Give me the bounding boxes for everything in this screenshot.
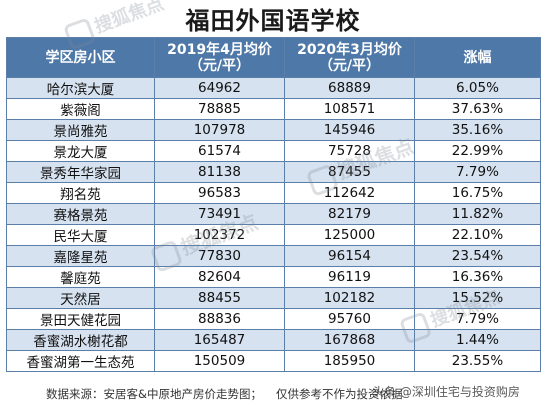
cell-community: 景龙大厦 (6, 140, 155, 162)
cell-increase: 35.16% (414, 119, 541, 141)
table-row: 香蜜湖水榭花都 165487 167868 1.44% (6, 329, 541, 351)
data-source: 数据来源：安居客&中原地产房价走势图； (46, 387, 262, 401)
cell-price-2020: 68889 (284, 77, 415, 99)
cell-increase: 6.05% (414, 77, 541, 99)
cell-price-2020: 96154 (284, 245, 415, 267)
cell-price-2019: 102372 (154, 224, 285, 246)
cell-increase: 22.99% (414, 140, 541, 162)
cell-community: 香蜜湖第一生态苑 (6, 350, 155, 372)
cell-price-2020: 102182 (284, 287, 415, 309)
table-row: 翔名苑 96583 112642 16.75% (6, 182, 541, 204)
cell-community: 景田天健花园 (6, 308, 155, 330)
cell-community: 景秀年华家园 (6, 161, 155, 183)
cell-increase: 16.75% (414, 182, 541, 204)
cell-increase: 22.10% (414, 224, 541, 246)
cell-community: 哈尔滨大厦 (6, 77, 155, 99)
cell-increase: 7.79% (414, 161, 541, 183)
col-header-community: 学区房小区 (6, 37, 155, 78)
table-row: 景田天健花园 88836 95760 7.79% (6, 308, 541, 330)
table-row: 景尚雅苑 107978 145946 35.16% (6, 119, 541, 141)
cell-increase: 1.44% (414, 329, 541, 351)
cell-price-2020: 125000 (284, 224, 415, 246)
cell-price-2019: 82604 (154, 266, 285, 288)
page-title: 福田外国语学校 (185, 7, 361, 35)
cell-price-2020: 87455 (284, 161, 415, 183)
cell-price-2020: 96119 (284, 266, 415, 288)
table-row: 嘉隆星苑 77830 96154 23.54% (6, 245, 541, 267)
cell-community: 紫薇阁 (6, 98, 155, 120)
cell-price-2019: 61574 (154, 140, 285, 162)
cell-price-2020: 108571 (284, 98, 415, 120)
cell-price-2020: 145946 (284, 119, 415, 141)
cell-community: 嘉隆星苑 (6, 245, 155, 267)
cell-increase: 7.79% (414, 308, 541, 330)
table-row: 民华大厦 102372 125000 22.10% (6, 224, 541, 246)
cell-price-2019: 88455 (154, 287, 285, 309)
table-row: 景龙大厦 61574 75728 22.99% (6, 140, 541, 162)
cell-price-2020: 75728 (284, 140, 415, 162)
cell-community: 翔名苑 (6, 182, 155, 204)
cell-price-2020: 95760 (284, 308, 415, 330)
cell-increase: 16.36% (414, 266, 541, 288)
table-row: 馨庭苑 82604 96119 16.36% (6, 266, 541, 288)
disclaimer: 仅供参考不作为投资依据 (275, 387, 403, 401)
table-row: 天然居 88455 102182 15.52% (6, 287, 541, 309)
cell-price-2020: 167868 (284, 329, 415, 351)
cell-increase: 11.82% (414, 203, 541, 225)
cell-increase: 23.55% (414, 350, 541, 372)
cell-price-2019: 88836 (154, 308, 285, 330)
cell-price-2020: 185950 (284, 350, 415, 372)
author-attribution: 头条 @深圳住宅与投资购房 (372, 385, 520, 399)
table-row: 哈尔滨大厦 64962 68889 6.05% (6, 77, 541, 99)
col-header-increase: 涨幅 (414, 37, 541, 78)
cell-price-2019: 81138 (154, 161, 285, 183)
cell-price-2019: 73491 (154, 203, 285, 225)
cell-community: 景尚雅苑 (6, 119, 155, 141)
cell-increase: 15.52% (414, 287, 541, 309)
cell-price-2019: 150509 (154, 350, 285, 372)
table-header-row: 学区房小区 2019年4月均价（元/平） 2020年3月均价（元/平） 涨幅 (6, 37, 541, 78)
cell-price-2019: 165487 (154, 329, 285, 351)
cell-community: 馨庭苑 (6, 266, 155, 288)
col-header-price-2019: 2019年4月均价（元/平） (154, 37, 285, 78)
cell-price-2020: 112642 (284, 182, 415, 204)
cell-community: 香蜜湖水榭花都 (6, 329, 155, 351)
table-row: 景秀年华家园 81138 87455 7.79% (6, 161, 541, 183)
cell-community: 赛格景苑 (6, 203, 155, 225)
cell-community: 天然居 (6, 287, 155, 309)
cell-community: 民华大厦 (6, 224, 155, 246)
cell-price-2019: 77830 (154, 245, 285, 267)
table-body: 哈尔滨大厦 64962 68889 6.05% 紫薇阁 78885 108571 37.63%… (6, 77, 541, 372)
price-table: 学区房小区 2019年4月均价（元/平） 2020年3月均价（元/平） 涨幅 哈… (6, 37, 541, 372)
cell-increase: 37.63% (414, 98, 541, 120)
table-row: 香蜜湖第一生态苑 150509 185950 23.55% (6, 350, 541, 372)
cell-price-2019: 78885 (154, 98, 285, 120)
table-row: 赛格景苑 73491 82179 11.82% (6, 203, 541, 225)
cell-price-2019: 64962 (154, 77, 285, 99)
cell-price-2019: 107978 (154, 119, 285, 141)
cell-price-2020: 82179 (284, 203, 415, 225)
cell-increase: 23.54% (414, 245, 541, 267)
footer-note: 数据来源：安居客&中原地产房价走势图； 仅供参考不作为投资依据 (6, 384, 540, 404)
cell-price-2019: 96583 (154, 182, 285, 204)
col-header-price-2020: 2020年3月均价（元/平） (284, 37, 415, 78)
table-row: 紫薇阁 78885 108571 37.63% (6, 98, 541, 120)
